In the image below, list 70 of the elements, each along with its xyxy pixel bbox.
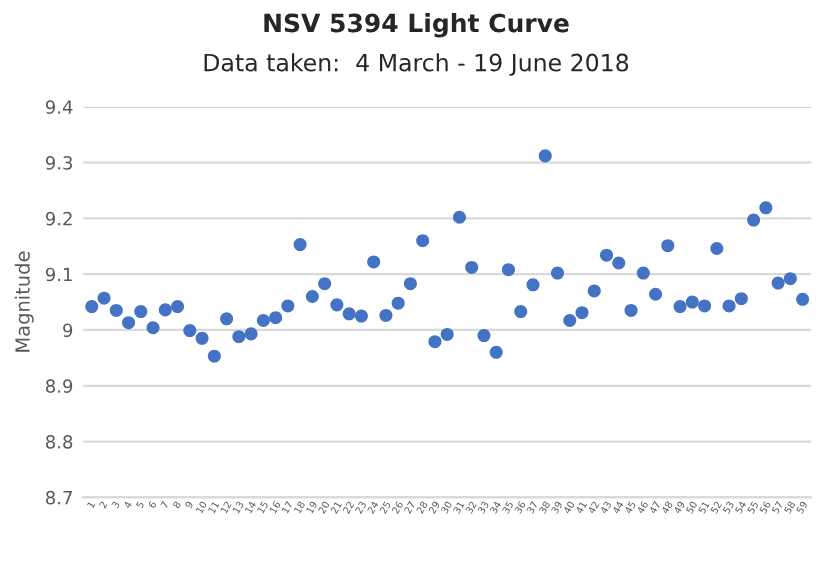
point [207,349,221,363]
point [698,299,712,313]
point [722,299,736,313]
y-tick-label: 9 [63,323,73,338]
y-tick-label: 8.9 [45,379,73,393]
point [710,241,724,256]
point [685,295,699,309]
point [452,210,466,224]
point [538,149,552,163]
point [489,345,503,359]
point [134,305,148,319]
point [624,303,638,317]
chart-subtitle: Data taken: 4 March - 19 June 2018 [204,53,629,76]
y-tick-label: 9.4 [45,100,73,114]
point [636,266,650,280]
point [575,306,589,320]
point [97,291,111,305]
point [367,255,381,269]
point [563,313,577,327]
y-tick-label: 9.2 [45,211,72,226]
point [171,300,185,314]
point [587,284,601,298]
point [403,277,417,291]
point [649,287,663,301]
point [465,260,479,274]
point [109,303,123,317]
point [501,263,515,277]
point [477,329,491,343]
y-tick-label: 9.3 [45,156,73,170]
point [318,277,332,291]
point [220,312,234,326]
point [342,307,356,321]
point [783,272,797,286]
point [734,292,748,306]
point [354,309,368,323]
point [85,300,99,314]
point [796,292,810,306]
point [281,299,295,313]
point [195,331,209,345]
point [416,234,430,248]
point [673,300,687,314]
chart-title: NSV 5394 Light Curve [264,13,569,38]
point [244,327,258,341]
point [232,330,246,344]
y-tick-label: 8.7 [45,490,72,505]
y-axis-title: Magnitude [14,251,34,352]
point [526,278,540,292]
point [759,201,773,215]
point [747,213,761,227]
point [379,308,393,322]
point [183,324,197,338]
y-tick-label: 8.8 [45,435,73,449]
point [269,311,283,325]
point [146,321,160,335]
point [440,327,454,341]
point [514,305,528,319]
point [600,248,614,262]
point [293,238,307,252]
y-tick-label: 9.1 [45,267,72,282]
point [550,266,565,280]
point [305,289,319,304]
point [428,335,442,349]
point [391,296,405,310]
point [330,298,344,312]
point [158,303,172,317]
point [612,256,626,270]
point [122,316,136,330]
point [256,313,270,327]
point [661,239,675,253]
point [771,276,785,290]
